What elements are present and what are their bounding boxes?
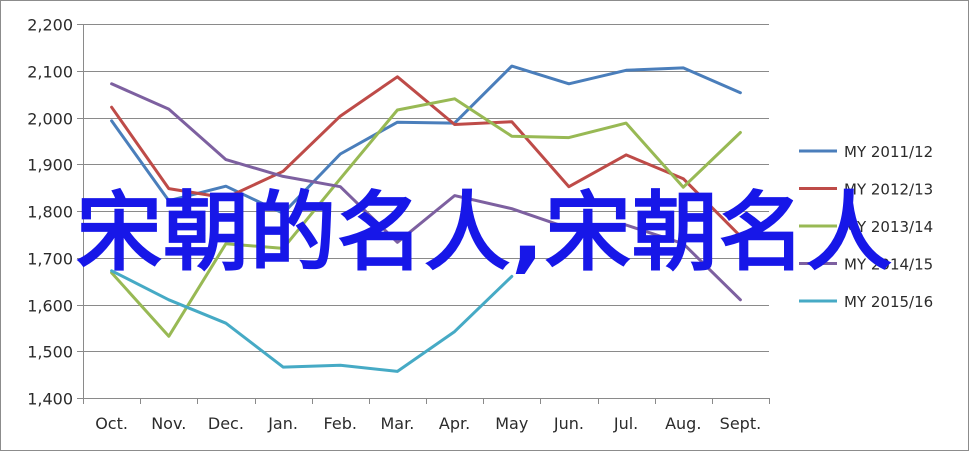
legend-label: MY 2014/15 <box>844 256 933 274</box>
x-tick-label: Aug. <box>665 414 701 433</box>
y-tick-label: 2,000 <box>27 110 73 129</box>
x-tick-label: May <box>495 414 528 433</box>
y-tick-label: 2,200 <box>27 16 73 35</box>
gridlines <box>83 24 769 399</box>
x-tick-label: Nov. <box>151 414 186 433</box>
x-tick-label: Jan. <box>267 414 298 433</box>
y-tick-label: 1,700 <box>27 250 73 269</box>
x-tick-label: Sept. <box>720 414 762 433</box>
series-line <box>110 97 742 338</box>
x-axis-tick-labels: Oct. Nov. Dec. Jan. Feb. Mar. Apr. May Jun. Jul. A… <box>95 414 761 433</box>
series-line <box>110 269 514 373</box>
x-tick-label: Mar. <box>381 414 415 433</box>
x-tick-label: Jun. <box>553 414 584 433</box>
x-tick-label: Apr. <box>439 414 470 433</box>
y-tick-label: 1,800 <box>27 203 73 222</box>
x-tick-label: Oct. <box>95 414 128 433</box>
series-lines <box>110 64 742 373</box>
series-line <box>110 82 742 302</box>
series-line <box>110 64 742 215</box>
y-tick-label: 2,100 <box>27 63 73 82</box>
x-tick-label: Dec. <box>208 414 244 433</box>
y-tick-label: 1,400 <box>27 390 73 409</box>
legend-label: MY 2013/14 <box>844 218 933 236</box>
y-tick-label: 1,600 <box>27 297 73 316</box>
legend-label: MY 2015/16 <box>844 293 933 311</box>
legend-label: MY 2012/13 <box>844 181 933 199</box>
legend: MY 2011/12 MY 2012/13 MY 2013/14 MY 2014/15… <box>799 143 933 311</box>
axes <box>77 24 770 404</box>
x-tick-label: Feb. <box>324 414 357 433</box>
y-tick-label: 1,900 <box>27 156 73 175</box>
y-axis-tick-labels: 1,400 1,500 1,600 1,700 1,800 1,900 2,000 2,100… <box>27 16 73 409</box>
y-tick-label: 1,500 <box>27 343 73 362</box>
legend-label: MY 2011/12 <box>844 143 933 161</box>
series-line <box>110 75 742 238</box>
x-tick-label: Jul. <box>613 414 638 433</box>
